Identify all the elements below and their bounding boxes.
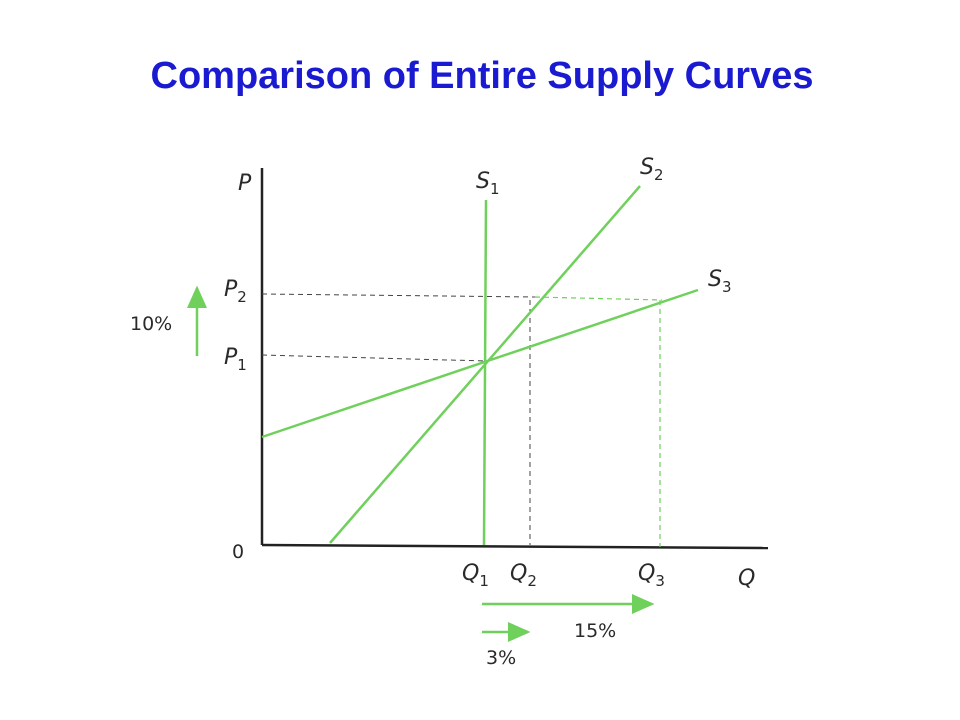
label-part: Q xyxy=(638,561,655,586)
label-part: P xyxy=(224,345,238,370)
curve-label: S3 xyxy=(708,267,732,296)
label-part: 2 xyxy=(527,572,537,590)
quantity-label: Q1 xyxy=(462,561,489,590)
x-axis-label: Q xyxy=(738,566,755,591)
p1-guide xyxy=(261,354,487,362)
label-part: 2 xyxy=(654,166,664,184)
label-part: S xyxy=(708,267,722,292)
price-label: P2 xyxy=(224,277,247,306)
label-part: S xyxy=(476,169,490,194)
label-part: 3 xyxy=(655,572,665,590)
origin-label: 0 xyxy=(232,541,244,563)
title: Comparison of Entire Supply Curves xyxy=(151,55,814,97)
label-part: 3 xyxy=(722,278,732,296)
label-part: 1 xyxy=(479,572,489,590)
price-change-label: 10% xyxy=(130,313,172,335)
curve-label: S1 xyxy=(476,169,500,198)
label-part: 2 xyxy=(237,288,247,306)
quantity-change-label: 3% xyxy=(486,647,516,669)
supply-curve-s1 xyxy=(482,199,488,546)
quantity-label: Q3 xyxy=(638,561,665,590)
p2-guide xyxy=(261,293,536,298)
label-part: S xyxy=(640,155,654,180)
quantity-change-label: 15% xyxy=(574,620,616,642)
y-axis-label: P xyxy=(238,171,252,196)
label-part: Q xyxy=(510,561,527,586)
x-axis xyxy=(261,543,769,550)
label-part: 1 xyxy=(490,180,500,198)
quantity-label: Q2 xyxy=(510,561,537,590)
label-part: Q xyxy=(462,561,479,586)
label-part: P xyxy=(224,277,238,302)
label-part: 1 xyxy=(237,356,247,374)
price-label: P1 xyxy=(224,345,247,374)
supply-curve-s3 xyxy=(261,288,699,439)
curve-label: S2 xyxy=(640,155,664,184)
p2-guide xyxy=(534,296,663,301)
supply-curve-s2 xyxy=(329,185,641,544)
